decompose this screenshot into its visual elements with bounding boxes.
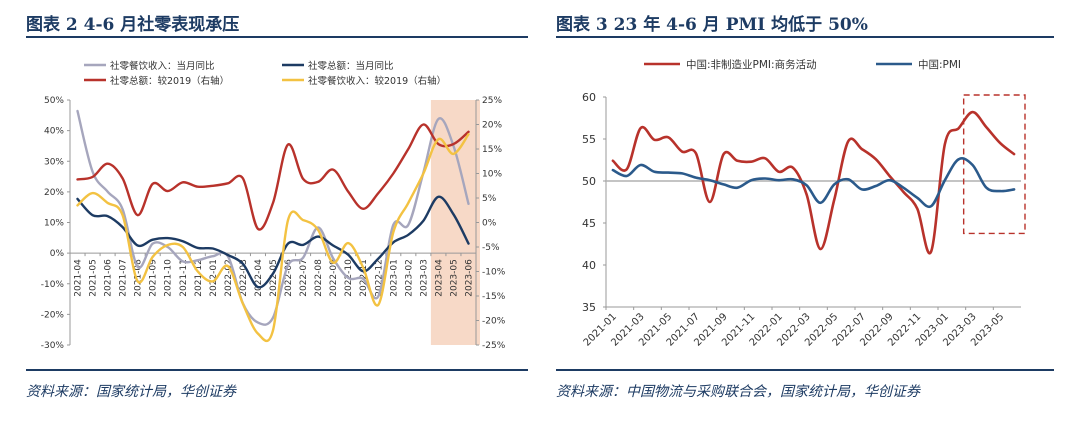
legend-label: 中国:PMI (918, 58, 961, 71)
y-tick-label: 45 (582, 217, 596, 230)
y-tick-label: 35 (582, 301, 596, 314)
series-line-2 (76, 195, 470, 289)
x-tick-label: 2022-11 (359, 259, 369, 297)
title-rule (26, 36, 528, 38)
x-tick-label: 2021-10 (164, 259, 174, 297)
legend-label: 社零总额：较2019（右轴） (110, 75, 229, 87)
highlight-box (962, 94, 1026, 235)
x-tick-label: 2023-05 (449, 259, 459, 297)
y-right-tick-label: 20% (482, 121, 502, 131)
y-left-tick-label: -30% (41, 341, 65, 351)
x-tick-label: 2022-07 (299, 259, 309, 297)
y-tick-label: 55 (582, 133, 596, 146)
x-tick-label: 2022-08 (314, 259, 324, 297)
pmi-chart: 3540455055602021-012021-032021-052021-07… (582, 58, 1026, 349)
figure-panel-left: 图表 2 4-6 月社零表现承压 -30% -20% -10% 0% 10% 20% 30%… (26, 0, 528, 421)
legend-label: 中国:非制造业PMI:商务活动 (686, 58, 817, 71)
y-right-tick-label: 15% (482, 145, 502, 155)
x-tick-label: 2021-06 (104, 259, 114, 297)
x-tick-label: 2023-04 (434, 259, 444, 297)
x-tick-label: 2023-03 (419, 259, 429, 297)
y-right-tick-label: -20% (482, 317, 506, 327)
y-right-tick-label: -25% (482, 341, 506, 351)
title-rule (556, 36, 1054, 38)
source-rule (26, 369, 528, 371)
y-right-tick-label: 0% (482, 219, 497, 229)
y-left-tick-label: -20% (41, 310, 65, 320)
x-tick-label: 2022-06 (284, 259, 294, 297)
y-left-tick-label: 20% (44, 188, 64, 198)
legend-label: 社零餐饮收入：较2019（右轴） (308, 75, 446, 87)
x-tick-label: 2021-07 (119, 259, 129, 297)
x-tick-label: 2021-09 (149, 259, 159, 297)
x-tick-label: 2021-04 (74, 259, 84, 297)
y-right-tick-label: -10% (482, 268, 506, 278)
y-left-tick-label: -10% (41, 280, 65, 290)
series-line-1 (611, 110, 1016, 255)
y-right-tick-label: 10% (482, 170, 502, 180)
y-tick-label: 60 (582, 91, 596, 104)
y-right-tick-label: -5% (482, 243, 500, 253)
y-left-tick-label: 30% (44, 157, 64, 167)
x-tick-label: 2023-06 (464, 259, 474, 297)
series-line-4 (76, 133, 470, 343)
x-tick-label: 2022-04 (254, 259, 264, 297)
y-left-tick-label: 0% (50, 249, 65, 259)
x-tick-label: 2021-08 (134, 259, 144, 297)
source-note: 资料来源：国家统计局，华创证券 (26, 384, 236, 400)
y-left-tick-label: 10% (44, 219, 64, 229)
x-tick-label: 2022-02 (224, 259, 234, 297)
x-tick-label: 2021-11 (179, 259, 189, 297)
y-right-tick-label: 25% (482, 96, 502, 106)
x-tick-label: 2022-12 (374, 259, 384, 297)
x-tick-label: 2021-12 (194, 259, 204, 297)
series-line-3 (76, 123, 470, 231)
retail-sales-chart: -30% -20% -10% 0% 10% 20% 30% 40% 50% -25% -20% -15… (41, 60, 506, 351)
x-tick-label: 2023-02 (404, 259, 414, 297)
figure-title: 图表 3 23 年 4-6 月 PMI 均低于 50% (556, 15, 868, 35)
series-line-1 (76, 109, 470, 326)
y-right-tick-label: 5% (482, 194, 497, 204)
x-tick-label: 2022-05 (269, 259, 279, 297)
x-tick-label: 2022-01 (209, 259, 219, 297)
y-tick-label: 50 (582, 175, 596, 188)
figure-panel-right: 图表 3 23 年 4-6 月 PMI 均低于 50% 35 40 45 50 55 60… (556, 0, 1054, 421)
x-tick-label: 2023-01 (389, 259, 399, 297)
series-line-2 (611, 157, 1016, 209)
x-tick-label: 2022-09 (329, 259, 339, 297)
y-tick-label: 40 (582, 259, 596, 272)
highlight-band (430, 100, 480, 345)
figure-title: 图表 2 4-6 月社零表现承压 (26, 15, 240, 35)
legend-label: 社零总额：当月同比 (308, 60, 394, 72)
source-note: 资料来源：中国物流与采购联合会，国家统计局，华创证券 (556, 384, 920, 400)
y-left-tick-label: 50% (44, 96, 64, 106)
x-tick-label: 2021-05 (89, 259, 99, 297)
x-tick-label: 2022-03 (239, 259, 249, 297)
y-right-tick-label: -15% (482, 292, 506, 302)
source-rule (556, 369, 1054, 371)
legend-label: 社零餐饮收入：当月同比 (110, 60, 215, 72)
y-left-tick-label: 40% (44, 127, 64, 137)
